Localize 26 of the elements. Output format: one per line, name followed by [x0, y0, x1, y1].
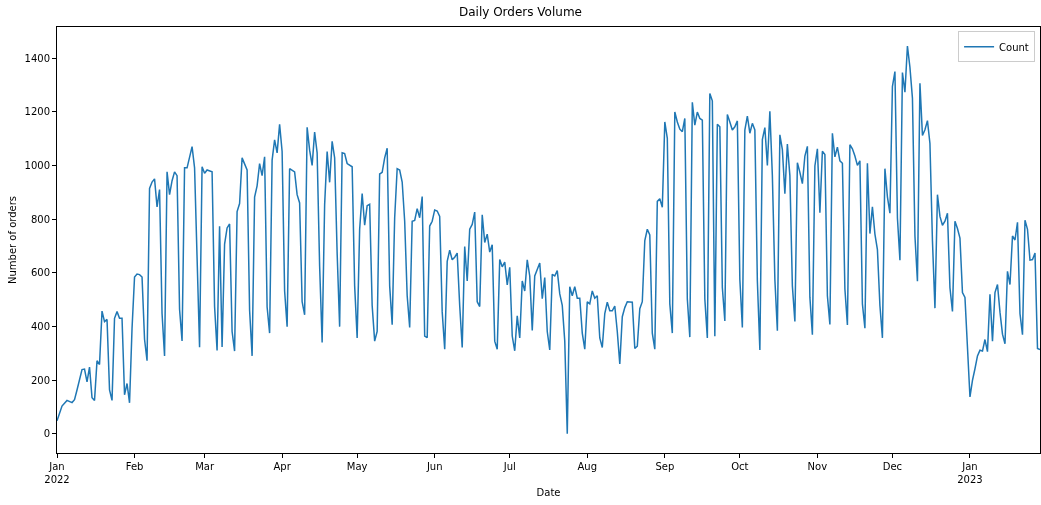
y-tick-label: 200	[30, 374, 50, 386]
x-tick-label: May	[346, 461, 368, 472]
x-tick-label: Dec	[882, 461, 903, 472]
x-tick-label: Aug	[577, 461, 598, 472]
y-axis-title: Number of orders	[6, 195, 18, 285]
x-tick-label: Sep	[655, 461, 675, 472]
y-tick-label: 1400	[24, 52, 50, 64]
y-tick-label: 0	[43, 428, 50, 440]
x-tick-label: Jan 2022	[44, 461, 70, 485]
x-tick-label: Oct	[731, 461, 749, 472]
y-tick-label: 800	[30, 213, 50, 225]
legend-label: Count	[999, 41, 1029, 53]
y-tick-label: 600	[30, 267, 50, 279]
chart-title: Daily Orders Volume	[459, 4, 582, 19]
x-tick-label: Feb	[125, 461, 144, 472]
x-tick-label: Nov	[807, 461, 828, 472]
y-tick-label: 400	[30, 320, 50, 332]
x-tick-label: Apr	[273, 461, 292, 472]
x-tick-label: Jan 2023	[957, 461, 983, 485]
line-series	[57, 45, 1040, 435]
y-tick-label: 1200	[24, 106, 50, 118]
x-tick-label: Mar	[195, 461, 215, 472]
y-tick-label: 1000	[24, 159, 50, 171]
x-axis-title: Date	[536, 486, 561, 498]
x-tick-label: Jul	[502, 461, 516, 472]
x-tick-label: Jun	[425, 461, 443, 472]
